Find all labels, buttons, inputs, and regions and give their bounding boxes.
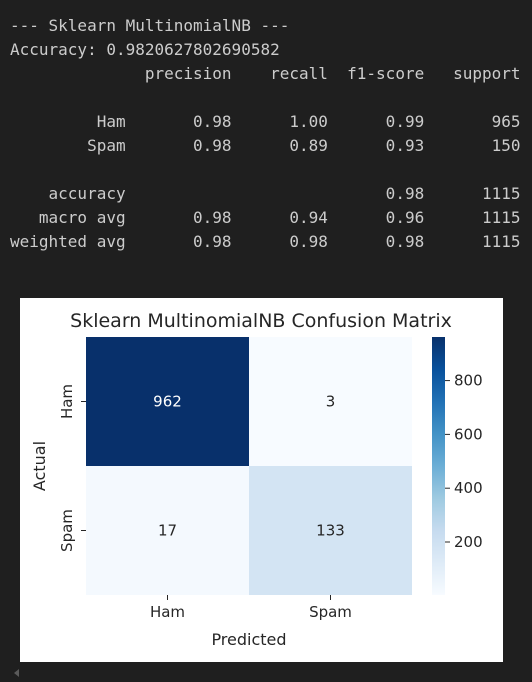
- cell-value-label: 962: [153, 393, 182, 411]
- x-tick-label: Ham: [150, 603, 185, 621]
- console-line: weighted avg 0.98 0.98 0.98 1115: [10, 232, 521, 251]
- x-tick-label: Spam: [309, 603, 352, 621]
- colorbar-tick-label: 600: [454, 425, 483, 443]
- console-line: Spam 0.98 0.89 0.93 150: [10, 136, 521, 155]
- heatmap-cell: [249, 466, 412, 595]
- cell-value-label: 17: [158, 522, 177, 540]
- console-line: Ham 0.98 1.00 0.99 965: [10, 112, 521, 131]
- heatmap-cell: [249, 337, 412, 466]
- scroll-left-arrow-icon[interactable]: [14, 669, 19, 677]
- chart-title: Sklearn MultinomialNB Confusion Matrix: [70, 310, 452, 332]
- console-line: Accuracy: 0.9820627802690582: [10, 40, 280, 59]
- colorbar-tick-label: 800: [454, 372, 483, 390]
- heatmap-cell: [86, 466, 249, 595]
- heatmap-cell: [86, 337, 249, 466]
- y-tick-label: Ham: [58, 384, 76, 419]
- y-tick-label: Spam: [58, 509, 76, 552]
- confusion-matrix-figure: Sklearn MultinomialNB Confusion Matrix 96…: [20, 298, 503, 662]
- console-line: --- Sklearn MultinomialNB ---: [10, 16, 290, 35]
- console-line: [10, 86, 521, 110]
- console-line: precision recall f1-score support: [10, 64, 521, 83]
- console-line: [10, 158, 521, 182]
- confusion-matrix-chart: Sklearn MultinomialNB Confusion Matrix 96…: [30, 310, 483, 649]
- colorbar-tick-label: 200: [454, 533, 483, 551]
- colorbar: [432, 337, 445, 595]
- console-line: accuracy 0.98 1115: [10, 184, 521, 203]
- y-axis-label: Actual: [30, 441, 49, 491]
- console-output: --- Sklearn MultinomialNB --- Accuracy: 0…: [10, 14, 521, 254]
- colorbar-tick-label: 400: [454, 479, 483, 497]
- cell-value-label: 133: [316, 522, 345, 540]
- console-line: macro avg 0.98 0.94 0.96 1115: [10, 208, 521, 227]
- x-axis-label: Predicted: [211, 630, 286, 649]
- cell-value-label: 3: [326, 393, 336, 411]
